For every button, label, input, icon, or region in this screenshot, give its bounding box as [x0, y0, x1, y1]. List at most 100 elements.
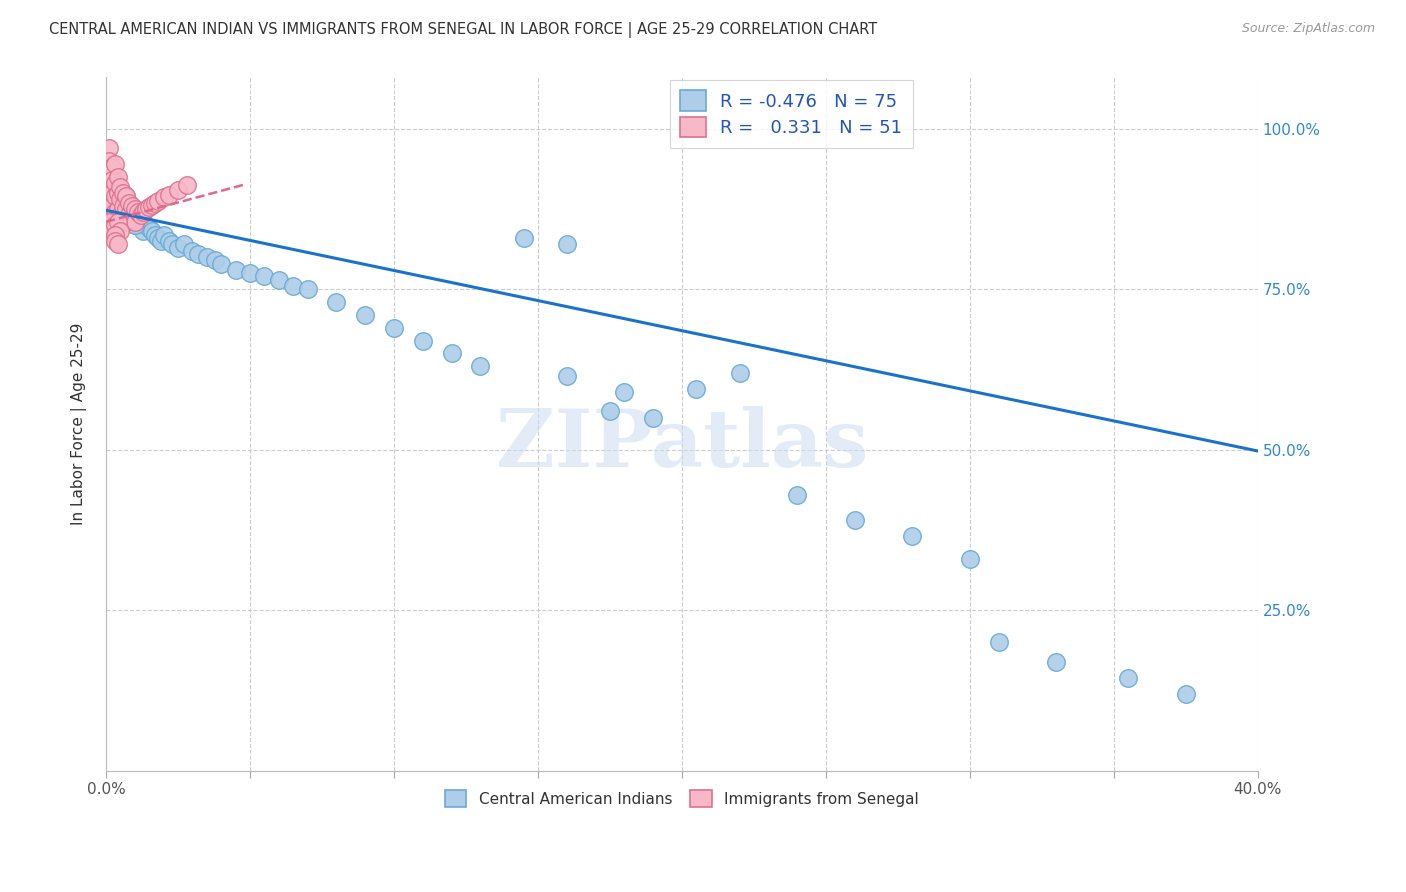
Point: [107, 215, 129, 229]
Point: [110, 193, 132, 207]
Point: [253, 269, 276, 284]
Point: [107, 218, 129, 232]
Point: [132, 225, 155, 239]
Point: [107, 193, 129, 207]
Point: [143, 195, 166, 210]
Point: [204, 253, 226, 268]
Point: [901, 529, 924, 543]
Point: [176, 178, 198, 193]
Point: [112, 186, 135, 200]
Point: [1116, 671, 1139, 685]
Point: [124, 218, 146, 232]
Point: [512, 231, 534, 245]
Text: CENTRAL AMERICAN INDIAN VS IMMIGRANTS FROM SENEGAL IN LABOR FORCE | AGE 25-29 CO: CENTRAL AMERICAN INDIAN VS IMMIGRANTS FR…: [49, 22, 877, 38]
Point: [110, 225, 132, 239]
Point: [97, 199, 120, 213]
Point: [97, 167, 120, 181]
Point: [167, 183, 190, 197]
Point: [104, 157, 127, 171]
Point: [138, 221, 160, 235]
Point: [613, 384, 636, 399]
Point: [138, 200, 160, 214]
Point: [110, 195, 132, 210]
Point: [97, 193, 120, 207]
Point: [104, 189, 127, 203]
Point: [149, 234, 172, 248]
Point: [129, 209, 152, 223]
Point: [112, 199, 135, 213]
Point: [100, 186, 122, 200]
Y-axis label: In Labor Force | Age 25-29: In Labor Force | Age 25-29: [72, 323, 87, 525]
Point: [115, 189, 138, 203]
Point: [115, 202, 138, 216]
Point: [141, 197, 163, 211]
Point: [167, 241, 190, 255]
Point: [685, 382, 707, 396]
Point: [132, 205, 155, 219]
Point: [100, 202, 122, 216]
Point: [283, 279, 305, 293]
Point: [110, 209, 132, 223]
Point: [127, 205, 149, 219]
Point: [181, 244, 204, 258]
Point: [100, 173, 122, 187]
Point: [112, 209, 135, 223]
Point: [107, 186, 129, 200]
Point: [115, 215, 138, 229]
Point: [157, 234, 180, 248]
Point: [104, 189, 127, 203]
Point: [325, 295, 347, 310]
Point: [146, 194, 169, 208]
Point: [728, 366, 751, 380]
Point: [267, 272, 290, 286]
Point: [173, 237, 195, 252]
Point: [987, 635, 1010, 649]
Point: [110, 205, 132, 219]
Point: [555, 368, 578, 383]
Point: [786, 488, 808, 502]
Point: [97, 153, 120, 168]
Point: [104, 205, 127, 219]
Point: [112, 199, 135, 213]
Point: [124, 218, 146, 232]
Point: [104, 202, 127, 216]
Point: [118, 195, 141, 210]
Point: [124, 215, 146, 229]
Point: [115, 202, 138, 216]
Point: [127, 209, 149, 223]
Point: [225, 263, 247, 277]
Point: [135, 202, 157, 216]
Point: [118, 211, 141, 226]
Point: [599, 404, 621, 418]
Point: [146, 231, 169, 245]
Point: [135, 218, 157, 232]
Point: [152, 190, 174, 204]
Point: [118, 199, 141, 213]
Point: [115, 189, 138, 203]
Point: [555, 237, 578, 252]
Point: [121, 199, 143, 213]
Point: [107, 169, 129, 184]
Point: [104, 177, 127, 191]
Point: [129, 211, 152, 226]
Point: [132, 215, 155, 229]
Point: [844, 513, 866, 527]
Point: [97, 211, 120, 226]
Point: [187, 247, 209, 261]
Point: [121, 211, 143, 226]
Point: [643, 410, 665, 425]
Point: [115, 202, 138, 216]
Point: [382, 320, 405, 334]
Point: [100, 211, 122, 226]
Point: [107, 202, 129, 216]
Text: ZIPatlas: ZIPatlas: [496, 406, 868, 483]
Point: [1045, 655, 1067, 669]
Point: [104, 234, 127, 248]
Point: [100, 221, 122, 235]
Point: [143, 227, 166, 242]
Point: [110, 179, 132, 194]
Point: [118, 209, 141, 223]
Point: [195, 250, 218, 264]
Text: Source: ZipAtlas.com: Source: ZipAtlas.com: [1241, 22, 1375, 36]
Point: [104, 218, 127, 232]
